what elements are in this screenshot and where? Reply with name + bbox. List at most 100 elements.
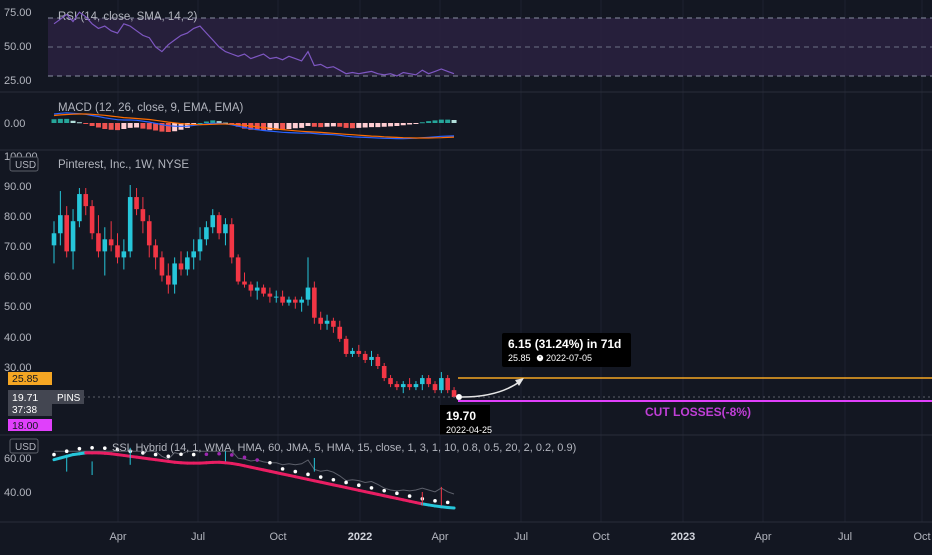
macd-bar [363, 123, 368, 128]
time-axis-label: Oct [269, 531, 286, 543]
time-axis-label: Apr [431, 531, 448, 543]
price-tick-70: 70.00 [4, 241, 32, 253]
macd-bar [306, 123, 311, 126]
macd-bar [318, 123, 323, 127]
ssl-dot [332, 478, 336, 482]
candle-body [204, 227, 209, 239]
candle-body [128, 197, 133, 251]
time-axis-label: Jul [838, 531, 852, 543]
candle-body [166, 276, 171, 285]
rsi-tick-25: 25.00 [4, 75, 32, 87]
macd-bar [331, 123, 336, 126]
macd-bar [452, 120, 457, 123]
candle-body [210, 215, 215, 227]
candle-body [52, 233, 57, 245]
ssl-legend[interactable]: SSL Hybrid (14, 1, WMA, HMA, 60, JMA, 5,… [112, 442, 576, 454]
macd-bar [369, 123, 374, 127]
price-tick-90: 90.00 [4, 181, 32, 193]
macd-bar [413, 123, 418, 124]
candle-body [350, 351, 355, 354]
macd-bar [344, 123, 349, 128]
macd-bar [210, 120, 215, 123]
macd-bar [147, 123, 152, 129]
candle-body [325, 321, 330, 324]
candle-body [198, 239, 203, 251]
macd-bar [375, 123, 380, 127]
macd-bar [115, 123, 120, 130]
low-price-label[interactable]: 19.70 2022-04-25 [440, 405, 492, 435]
annotation-date: 2022-07-05 [546, 353, 592, 363]
macd-bar [166, 123, 171, 132]
symbol-badge-text: PINS [57, 393, 81, 404]
stop-price-badge-text: 18.00 [12, 420, 38, 432]
candle-body [115, 245, 120, 257]
macd-bar [293, 123, 298, 128]
candle-body [312, 288, 317, 318]
candle-body [191, 251, 196, 257]
candle-body [141, 209, 146, 221]
candle-body [71, 221, 76, 251]
macd-tick-0: 0.00 [4, 118, 25, 130]
candle-body [401, 384, 406, 387]
ssl-baseline-segment [448, 507, 454, 508]
rsi-pane[interactable]: 75.00 50.00 25.00 RSI (14, close, SMA, 1… [4, 7, 932, 87]
projection-annotation[interactable]: 6.15 (31.24%) in 71d 25.85 2022-07-05 [502, 333, 631, 367]
time-axis-label: Jul [191, 531, 205, 543]
macd-bar [64, 119, 69, 123]
macd-bar [299, 123, 304, 128]
candle-body [395, 384, 400, 387]
ssl-dot [52, 453, 56, 457]
candle-body [369, 357, 374, 360]
macd-bar [286, 123, 291, 129]
ssl-dot [433, 499, 437, 503]
ssl-dot [294, 470, 298, 474]
ssl-dot [103, 446, 107, 450]
candle-body [109, 239, 114, 245]
macd-bar [337, 123, 342, 127]
candle-body [452, 390, 457, 397]
candle-body [147, 221, 152, 245]
candle-body [185, 257, 190, 269]
ssl-tick-40: 40.00 [4, 487, 32, 499]
macd-bar [382, 123, 387, 127]
macd-bar [445, 120, 450, 123]
candle-body [376, 357, 381, 366]
macd-legend[interactable]: MACD (12, 26, close, 9, EMA, EMA) [58, 102, 244, 114]
macd-bar [77, 122, 82, 123]
candle-body [83, 194, 88, 206]
candle-body [134, 197, 139, 209]
macd-bar [134, 123, 139, 128]
candle-body [236, 257, 241, 281]
rsi-tick-75: 75.00 [4, 7, 32, 19]
cut-losses-label: CUT LOSSES(-8%) [645, 405, 751, 419]
candle-body [420, 378, 425, 384]
ssl-dot [446, 501, 450, 505]
price-tick-80: 80.00 [4, 211, 32, 223]
macd-bar [394, 123, 399, 126]
candle-body [382, 366, 387, 378]
ssl-dot [268, 461, 272, 465]
ssl-dot [306, 473, 310, 477]
candle-body [445, 378, 450, 390]
price-tick-50: 50.00 [4, 301, 32, 313]
macd-bar [420, 122, 425, 123]
candle-body [357, 351, 362, 354]
price-legend[interactable]: Pinterest, Inc., 1W, NYSE [58, 159, 189, 171]
macd-bar [52, 119, 57, 123]
macd-bar [71, 121, 76, 123]
macd-bar [280, 123, 285, 130]
macd-bar [407, 123, 412, 125]
macd-bar [172, 123, 177, 131]
macd-bar [121, 123, 126, 129]
ssl-dot [90, 446, 94, 450]
annotation-price: 25.85 [508, 353, 531, 363]
ssl-dot [357, 483, 361, 487]
macd-bar [325, 123, 330, 127]
candle-body [58, 215, 63, 233]
candle-body [306, 288, 311, 300]
candle-body [217, 215, 222, 233]
macd-bar [401, 123, 406, 125]
macd-bar [312, 123, 317, 127]
